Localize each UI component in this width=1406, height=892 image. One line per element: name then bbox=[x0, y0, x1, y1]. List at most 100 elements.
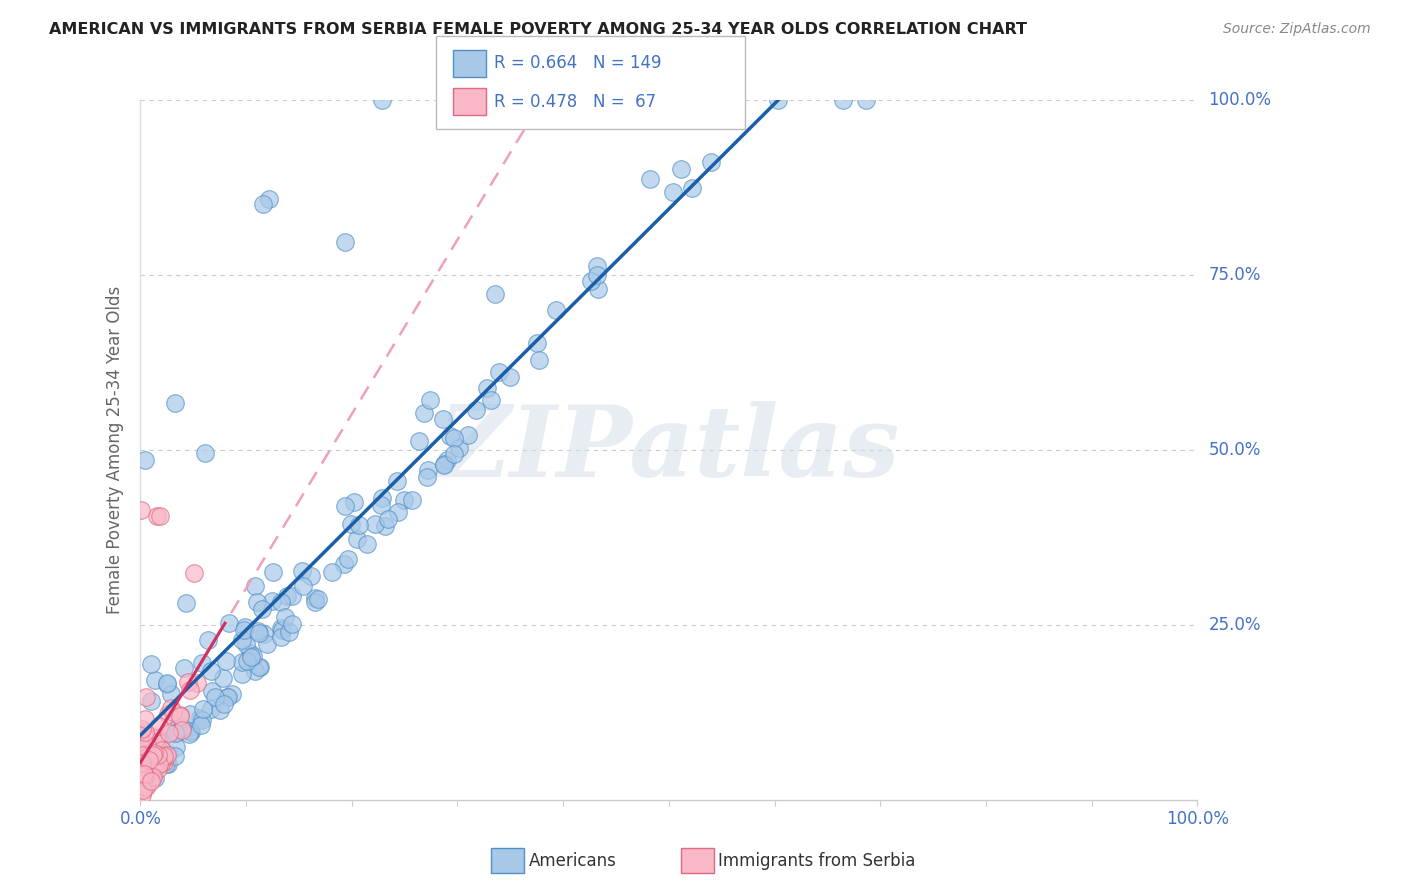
Point bbox=[139, 657, 162, 671]
Point bbox=[277, 624, 299, 639]
Y-axis label: Female Poverty Among 25-34 Year Olds: Female Poverty Among 25-34 Year Olds bbox=[107, 285, 124, 614]
Point bbox=[475, 381, 498, 395]
Point bbox=[142, 747, 165, 762]
Point bbox=[134, 713, 156, 727]
Point bbox=[214, 698, 236, 712]
Point bbox=[249, 660, 271, 674]
Point bbox=[165, 725, 187, 739]
Point bbox=[138, 771, 160, 785]
Point bbox=[138, 754, 160, 768]
Point bbox=[134, 724, 156, 739]
Point bbox=[246, 594, 269, 608]
Point bbox=[231, 632, 253, 647]
Point bbox=[131, 775, 153, 789]
Point bbox=[333, 500, 356, 514]
Point bbox=[299, 568, 322, 582]
Point bbox=[280, 589, 302, 603]
Point bbox=[231, 666, 253, 681]
Text: 50.0%: 50.0% bbox=[1209, 441, 1261, 458]
Point bbox=[239, 646, 262, 660]
Point bbox=[160, 701, 183, 715]
Point bbox=[333, 557, 356, 571]
Point bbox=[377, 511, 399, 525]
Point bbox=[766, 93, 789, 107]
Point bbox=[221, 687, 243, 701]
Point bbox=[250, 602, 273, 616]
Point bbox=[129, 767, 152, 781]
Point bbox=[479, 392, 502, 407]
Point bbox=[145, 731, 167, 745]
Point bbox=[418, 463, 440, 477]
Point bbox=[135, 690, 157, 704]
Point bbox=[149, 509, 172, 524]
Point bbox=[155, 756, 177, 771]
Point bbox=[139, 774, 162, 789]
Point bbox=[162, 706, 184, 720]
Point bbox=[432, 458, 454, 472]
Point bbox=[131, 782, 153, 797]
Point bbox=[177, 727, 200, 741]
Point bbox=[142, 741, 165, 756]
Text: 75.0%: 75.0% bbox=[1209, 266, 1261, 284]
Point bbox=[443, 447, 465, 461]
Point bbox=[217, 690, 239, 705]
Point bbox=[681, 181, 703, 195]
Point bbox=[165, 749, 187, 764]
Point bbox=[142, 764, 165, 778]
Point bbox=[662, 185, 685, 199]
Point bbox=[449, 441, 471, 455]
Point bbox=[170, 723, 193, 738]
Point bbox=[200, 702, 222, 716]
Text: 25.0%: 25.0% bbox=[1209, 615, 1261, 633]
Point bbox=[135, 738, 157, 752]
Point bbox=[131, 747, 153, 762]
Point bbox=[135, 753, 157, 767]
Point bbox=[179, 723, 201, 738]
Text: Source: ZipAtlas.com: Source: ZipAtlas.com bbox=[1223, 22, 1371, 37]
Point bbox=[131, 755, 153, 769]
Point bbox=[291, 564, 314, 578]
Point bbox=[131, 503, 153, 517]
Point bbox=[143, 741, 166, 756]
Point bbox=[141, 694, 163, 708]
Point bbox=[242, 649, 264, 664]
Point bbox=[186, 676, 208, 690]
Point bbox=[721, 101, 744, 115]
Point bbox=[156, 706, 179, 721]
Point bbox=[134, 780, 156, 794]
Point bbox=[484, 287, 506, 301]
Point bbox=[270, 595, 292, 609]
Point bbox=[153, 748, 176, 763]
Point bbox=[274, 610, 297, 624]
Point bbox=[159, 688, 181, 702]
Point bbox=[145, 673, 167, 687]
Point bbox=[347, 518, 370, 533]
Point bbox=[153, 751, 176, 765]
Point bbox=[304, 594, 326, 608]
Point bbox=[246, 624, 269, 638]
Point bbox=[131, 756, 153, 771]
Point bbox=[131, 722, 153, 736]
Point bbox=[212, 672, 235, 686]
Text: 100.0%: 100.0% bbox=[1209, 91, 1271, 109]
Point bbox=[333, 235, 356, 249]
Point bbox=[585, 260, 607, 274]
Point bbox=[136, 732, 159, 747]
Point bbox=[136, 778, 159, 792]
Point bbox=[165, 739, 187, 754]
Point bbox=[194, 446, 217, 460]
Point bbox=[235, 637, 257, 651]
Point bbox=[157, 725, 180, 739]
Point bbox=[215, 690, 238, 704]
Point bbox=[153, 755, 176, 769]
Point bbox=[370, 499, 392, 513]
Point bbox=[142, 746, 165, 760]
Point bbox=[215, 654, 238, 668]
Point bbox=[585, 268, 607, 282]
Point bbox=[252, 196, 274, 211]
Point bbox=[436, 453, 458, 467]
Point bbox=[408, 434, 430, 448]
Point bbox=[150, 742, 173, 756]
Point bbox=[270, 622, 292, 636]
Point bbox=[163, 725, 186, 739]
